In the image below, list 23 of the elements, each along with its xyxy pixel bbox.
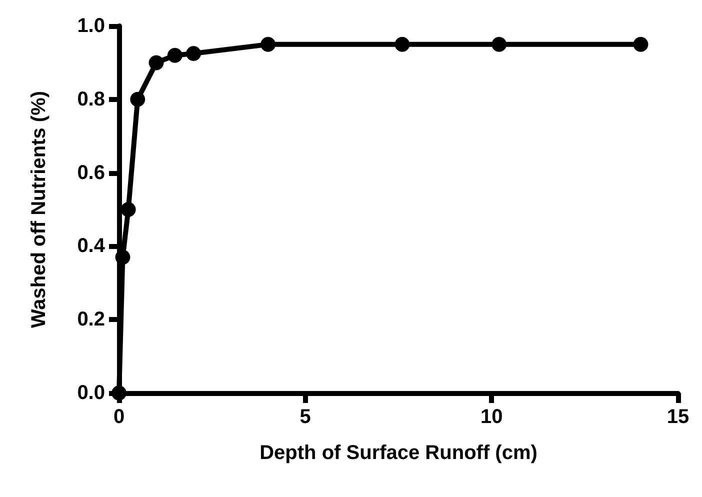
y-tick-label: 0.4	[77, 235, 106, 258]
y-tick-label: 0.2	[77, 308, 105, 331]
point	[112, 386, 126, 400]
point	[115, 250, 130, 265]
x-tick-label: 15	[666, 406, 690, 428]
y-tick-label: 0.8	[77, 88, 105, 110]
point	[167, 48, 182, 63]
y-axis-title: Washed off Nutrients (%)	[28, 90, 50, 328]
point	[120, 202, 136, 217]
point	[394, 36, 410, 52]
point	[148, 55, 164, 70]
y-tick-label: 0.0	[77, 382, 105, 404]
x-tick-label: 10	[480, 406, 503, 428]
x-tick-label: 0	[113, 406, 125, 428]
point	[130, 92, 146, 107]
x-axis-title: Depth of Surface Runoff (cm)	[260, 442, 538, 464]
point	[186, 46, 202, 62]
point	[492, 36, 507, 52]
y-tick-label: 1.0	[77, 15, 105, 37]
point	[633, 36, 648, 52]
x-tick-label: 5	[300, 406, 311, 428]
y-tick-label: 0.6	[77, 162, 105, 184]
point	[260, 36, 276, 52]
